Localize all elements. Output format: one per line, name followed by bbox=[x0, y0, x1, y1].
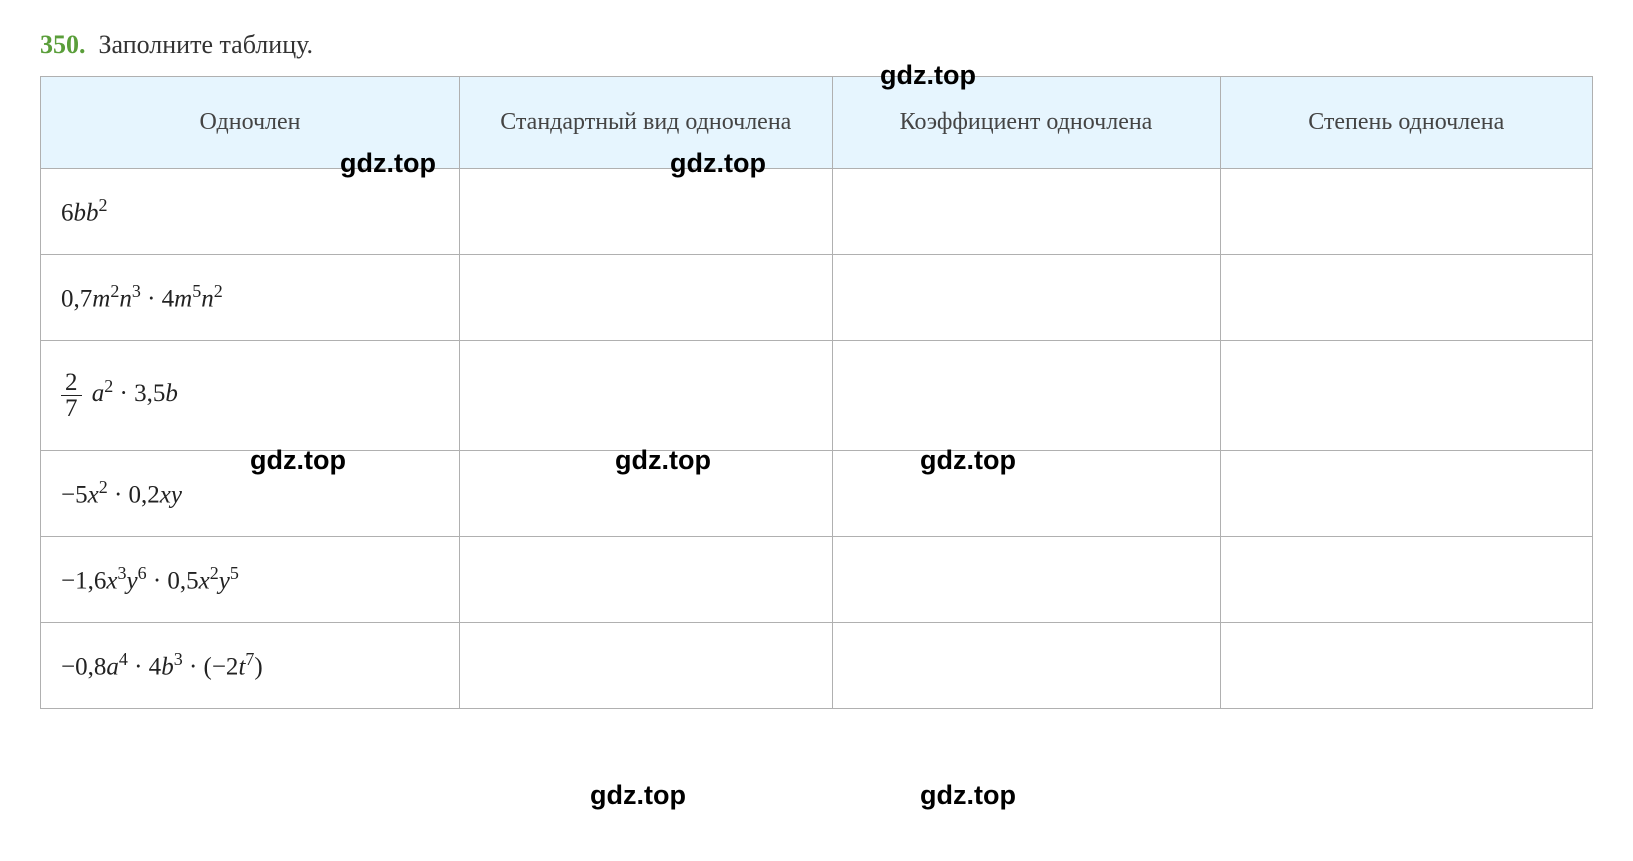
cell-empty bbox=[460, 169, 832, 255]
exercise-header: 350. Заполните таблицу. bbox=[40, 30, 1593, 60]
col-header-degree: Степень одночлена bbox=[1220, 77, 1593, 169]
exercise-instruction: Заполните таблицу. bbox=[99, 30, 314, 59]
cell-empty bbox=[1220, 451, 1593, 537]
table-row: 6bb2 bbox=[41, 169, 1593, 255]
cell-empty bbox=[460, 341, 832, 451]
table-row: −5x2 · 0,2xy bbox=[41, 451, 1593, 537]
table-row: −1,6x3y6 · 0,5x2y5 bbox=[41, 537, 1593, 623]
table-row: 27 a2 · 3,5b bbox=[41, 341, 1593, 451]
cell-empty bbox=[832, 451, 1220, 537]
cell-monomial: −5x2 · 0,2xy bbox=[41, 451, 460, 537]
table-body: 6bb20,7m2n3 · 4m5n227 a2 · 3,5b−5x2 · 0,… bbox=[41, 169, 1593, 709]
cell-empty bbox=[832, 623, 1220, 709]
table-row: −0,8a4 · 4b3 · (−2t7) bbox=[41, 623, 1593, 709]
exercise-number: 350. bbox=[40, 30, 86, 59]
cell-empty bbox=[460, 451, 832, 537]
cell-monomial: −1,6x3y6 · 0,5x2y5 bbox=[41, 537, 460, 623]
watermark: gdz.top bbox=[590, 780, 686, 811]
cell-monomial: −0,8a4 · 4b3 · (−2t7) bbox=[41, 623, 460, 709]
cell-empty bbox=[832, 169, 1220, 255]
cell-empty bbox=[1220, 537, 1593, 623]
cell-empty bbox=[460, 255, 832, 341]
table-header-row: Одночлен Стандартный вид одночлена Коэфф… bbox=[41, 77, 1593, 169]
cell-empty bbox=[1220, 623, 1593, 709]
table-row: 0,7m2n3 · 4m5n2 bbox=[41, 255, 1593, 341]
page-container: 350. Заполните таблицу. Одночлен Стандар… bbox=[40, 30, 1593, 709]
watermark: gdz.top bbox=[920, 780, 1016, 811]
cell-empty bbox=[1220, 169, 1593, 255]
cell-monomial: 0,7m2n3 · 4m5n2 bbox=[41, 255, 460, 341]
cell-empty bbox=[832, 537, 1220, 623]
cell-empty bbox=[832, 255, 1220, 341]
monomial-table: Одночлен Стандартный вид одночлена Коэфф… bbox=[40, 76, 1593, 709]
col-header-monomial: Одночлен bbox=[41, 77, 460, 169]
cell-empty bbox=[1220, 341, 1593, 451]
cell-empty bbox=[832, 341, 1220, 451]
cell-empty bbox=[460, 623, 832, 709]
col-header-standard: Стандартный вид одночлена bbox=[460, 77, 832, 169]
cell-empty bbox=[460, 537, 832, 623]
cell-monomial: 6bb2 bbox=[41, 169, 460, 255]
cell-monomial: 27 a2 · 3,5b bbox=[41, 341, 460, 451]
col-header-coefficient: Коэффициент одночлена bbox=[832, 77, 1220, 169]
cell-empty bbox=[1220, 255, 1593, 341]
